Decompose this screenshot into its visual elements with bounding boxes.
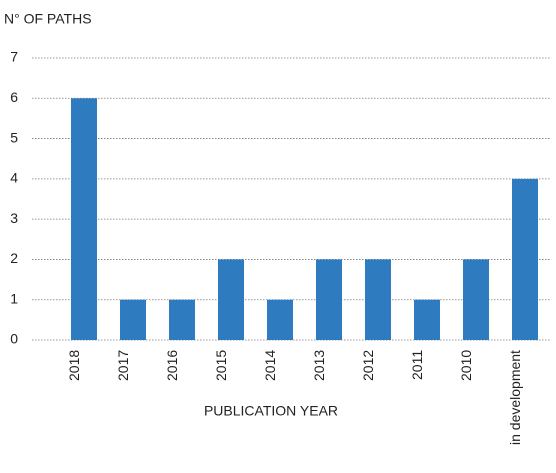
bar bbox=[512, 178, 538, 340]
bar bbox=[365, 259, 391, 340]
y-tick-label: 0 bbox=[10, 331, 18, 347]
y-tick-label: 4 bbox=[10, 170, 18, 186]
x-tick-label: 2016 bbox=[164, 350, 180, 382]
bar bbox=[316, 259, 342, 340]
bar bbox=[218, 259, 244, 340]
y-tick-label: 1 bbox=[10, 290, 18, 306]
y-tick-label: 5 bbox=[10, 129, 18, 145]
bar bbox=[414, 299, 440, 340]
y-tick-label: 7 bbox=[10, 49, 18, 65]
x-tick-label: 2012 bbox=[360, 350, 376, 382]
x-axis-title: PUBLICATION YEAR bbox=[204, 403, 338, 419]
x-tick-label: 2018 bbox=[66, 350, 82, 382]
bar bbox=[71, 98, 97, 341]
x-tick-label: in development bbox=[507, 350, 523, 445]
x-tick-label: 2017 bbox=[115, 350, 131, 382]
x-tick-label: 2013 bbox=[311, 350, 327, 382]
y-axis-title: N° OF PATHS bbox=[4, 11, 92, 27]
bar bbox=[463, 259, 489, 340]
bar bbox=[169, 299, 195, 340]
y-tick-label: 6 bbox=[10, 89, 18, 105]
y-tick-label: 2 bbox=[10, 250, 18, 266]
x-tick-label: 2015 bbox=[213, 350, 229, 382]
bar bbox=[267, 299, 293, 340]
x-tick-label: 2010 bbox=[458, 350, 474, 382]
x-tick-label: 2011 bbox=[409, 350, 425, 381]
x-tick-label: 2014 bbox=[262, 350, 278, 382]
y-tick-label: 3 bbox=[10, 210, 18, 226]
bar bbox=[120, 299, 146, 340]
